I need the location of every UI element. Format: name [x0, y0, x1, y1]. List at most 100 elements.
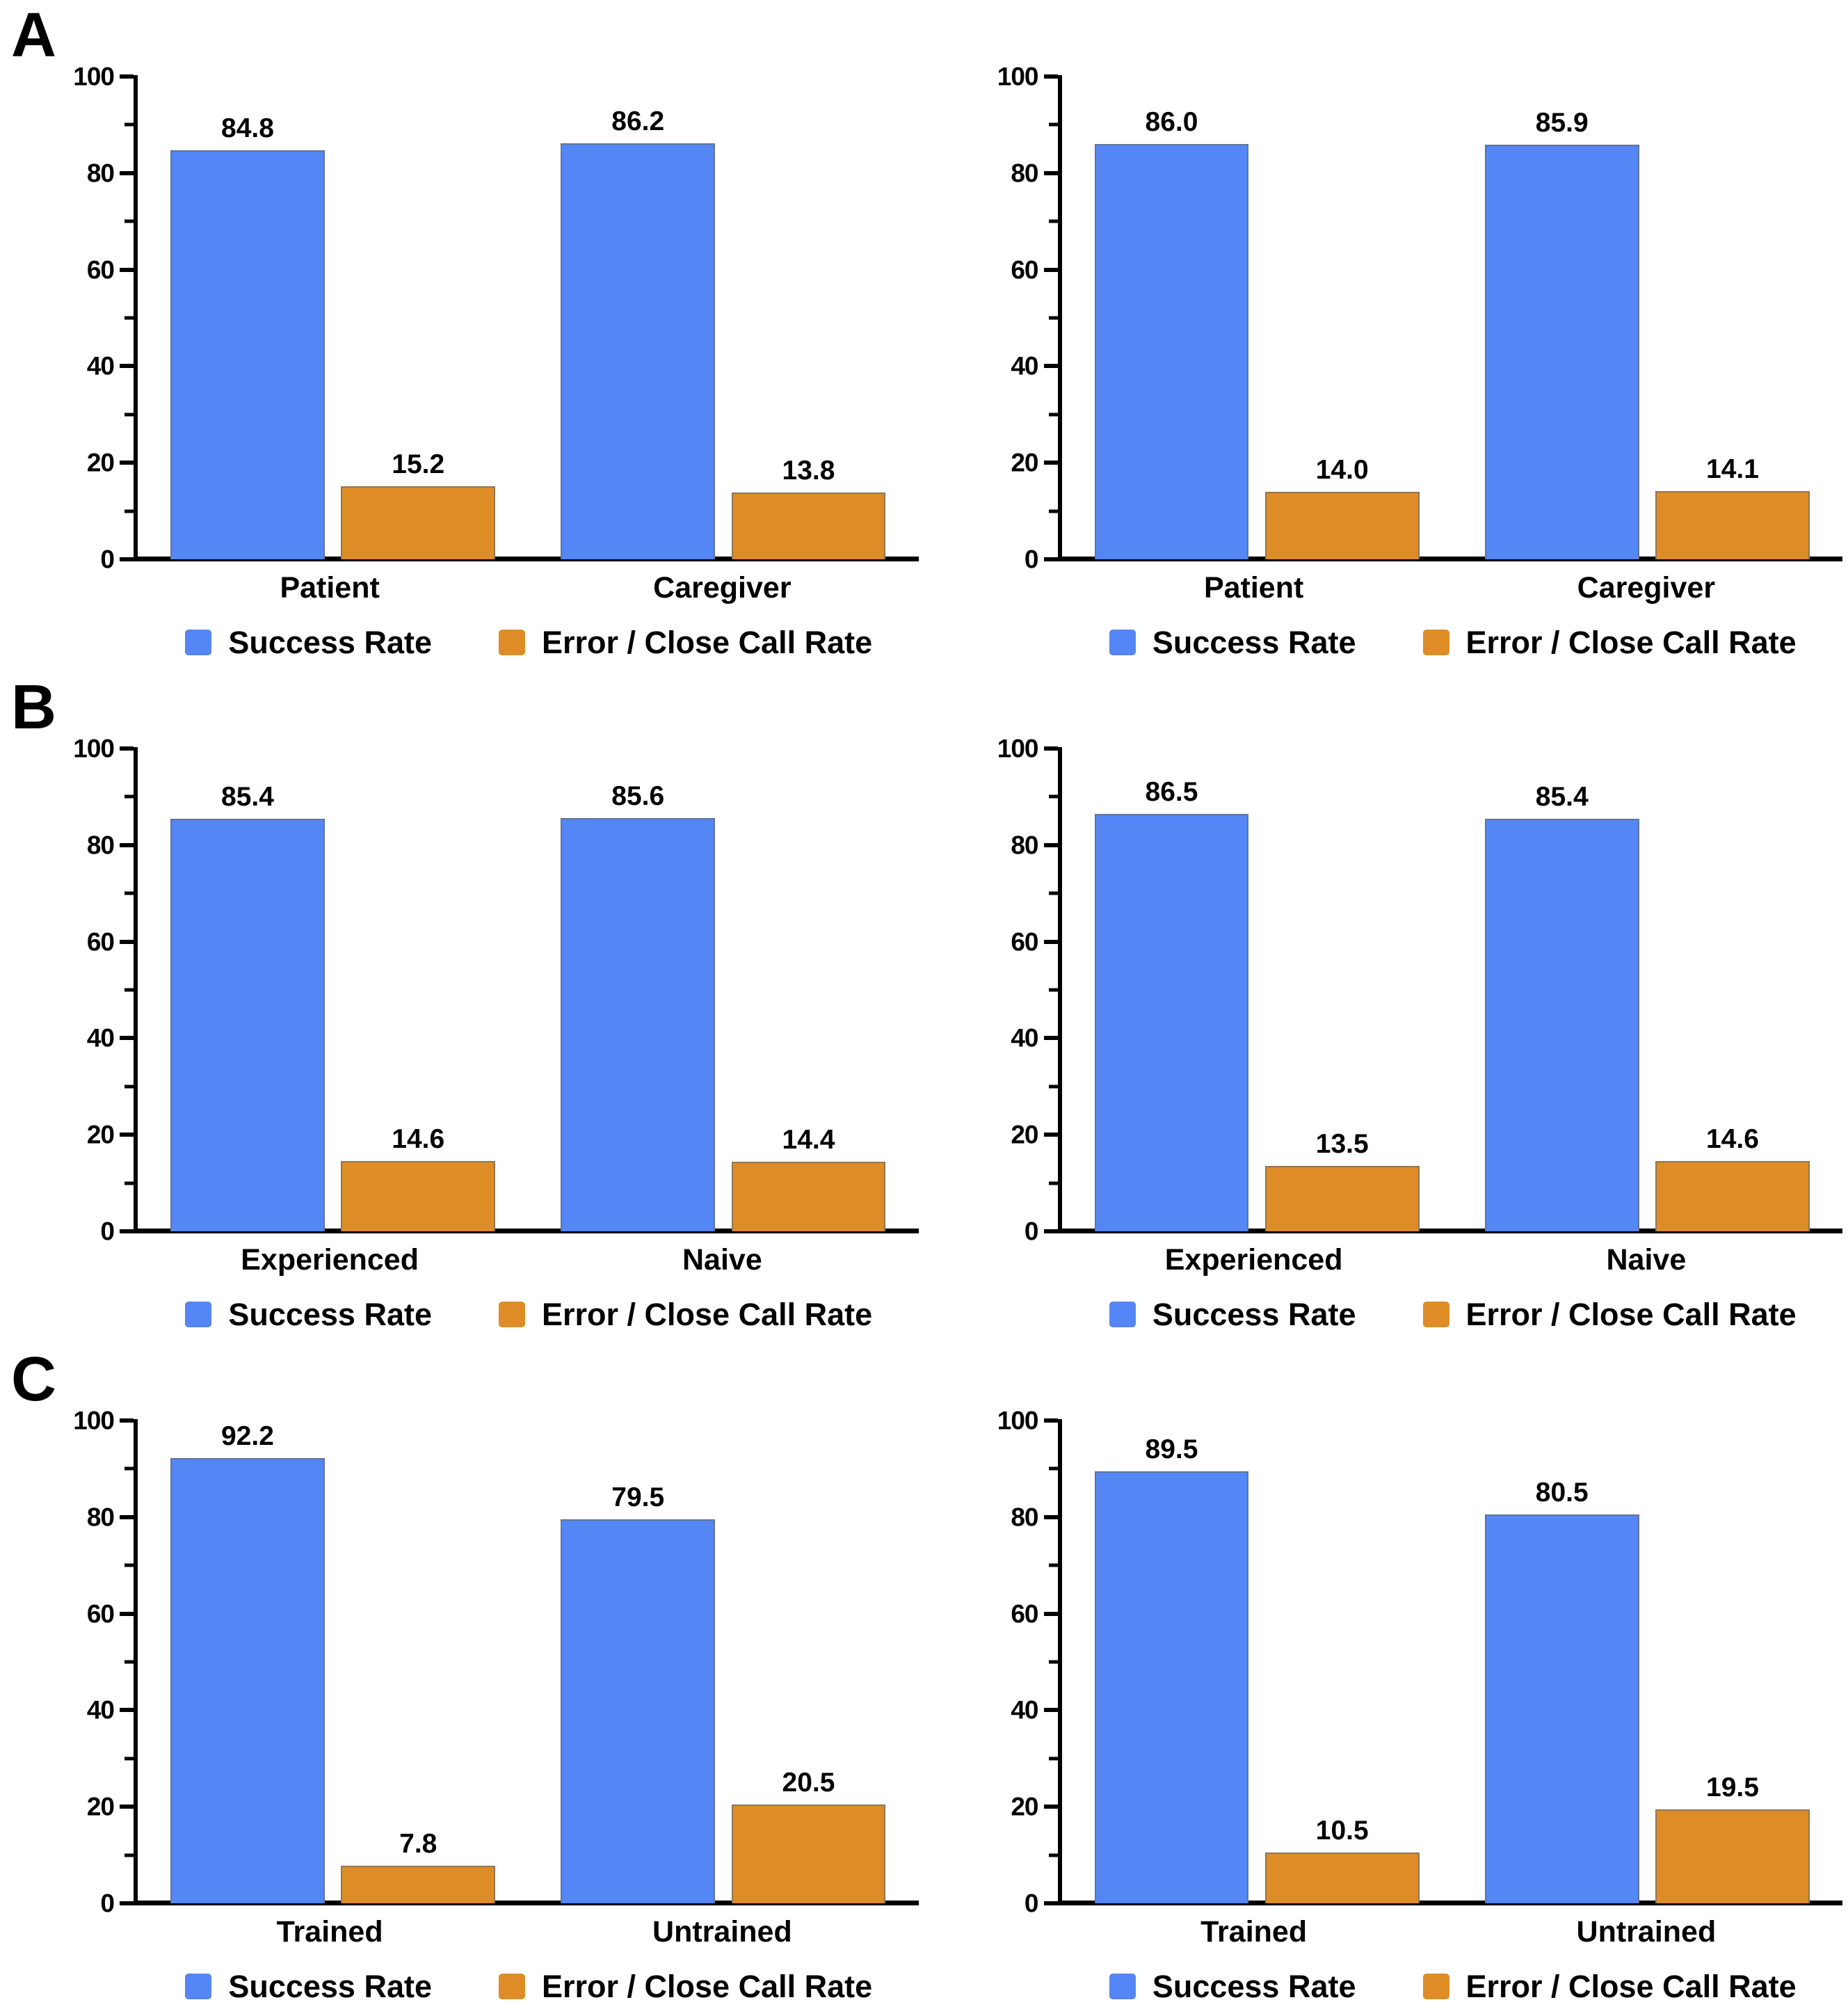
y-axis-line [134, 747, 138, 1231]
legend-swatch-success [1109, 1974, 1136, 2000]
error-rate-bar [1655, 1809, 1810, 1903]
y-axis-tick-label: 20 [1011, 448, 1038, 477]
y-axis-tick-label: 0 [100, 1217, 115, 1246]
bar-group: 85.9 14.1 [1452, 77, 1842, 559]
bar-value-label: 14.4 [782, 1125, 835, 1155]
x-axis-line [134, 1229, 919, 1233]
bar-slot: 14.1 [1655, 77, 1810, 559]
y-axis-tick-label: 60 [86, 927, 115, 957]
y-axis-minor-tick [124, 219, 134, 223]
bar-chart-C-left: 0 20 40 60 80 100 92.2 7.8 79.5 20.5 Trained Untrai… [0, 1408, 924, 2002]
y-axis-minor-tick [1048, 988, 1058, 992]
y-axis-tick-label: 100 [73, 62, 115, 91]
y-axis-tick-label: 40 [1011, 1023, 1038, 1053]
bar-value-label: 14.6 [392, 1123, 445, 1154]
legend: Success Rate Error / Close Call Rate [134, 1971, 924, 2002]
bar-slot: 13.8 [731, 77, 886, 559]
legend-swatch-success [185, 1302, 212, 1328]
y-axis-major-tick [1043, 1514, 1058, 1519]
y-axis-major-tick [1043, 557, 1058, 561]
y-axis-tick-label: 20 [86, 448, 115, 477]
bar-value-label: 86.2 [611, 106, 665, 136]
bar-slot: 19.5 [1655, 1421, 1810, 1903]
bar-slot: 86.0 [1094, 77, 1249, 559]
x-axis-line [134, 557, 919, 561]
y-axis-tick-label: 100 [73, 734, 115, 763]
legend-swatch-error [499, 1974, 525, 2000]
category-label: Caregiver [1577, 571, 1716, 605]
error-rate-bar [341, 1865, 496, 1903]
bar-value-label: 14.1 [1706, 454, 1759, 485]
bar-slot: 86.5 [1094, 749, 1249, 1231]
y-axis-minor-tick [1048, 794, 1058, 799]
bar-chart-A-right: 0 20 40 60 80 100 86.0 14.0 85.9 14.1 Patient Careg… [924, 64, 1848, 658]
y-axis-tick-label: 60 [86, 1599, 115, 1629]
y-axis-major-tick [1043, 1805, 1058, 1809]
y-axis-minor-tick [1048, 891, 1058, 895]
y-axis-major-tick [120, 1418, 134, 1423]
legend-label: Success Rate [1152, 1297, 1356, 1333]
bar-slot: 85.4 [170, 749, 325, 1231]
y-axis-line [1057, 747, 1062, 1231]
y-axis-major-tick [120, 1036, 134, 1041]
legend-label: Error / Close Call Rate [1465, 1969, 1797, 2005]
success-rate-bar [1484, 144, 1639, 559]
y-axis-tick-label: 100 [997, 1406, 1039, 1435]
panel-letter-B: B [11, 673, 56, 742]
category-label: Caregiver [653, 571, 792, 605]
success-rate-bar [561, 143, 716, 559]
category-labels: Trained Untrained [134, 1915, 919, 1949]
y-axis-minor-tick [1048, 1757, 1058, 1761]
y-axis-tick-label: 100 [997, 734, 1039, 763]
legend-swatch-success [1109, 630, 1136, 656]
y-axis-tick-label: 100 [997, 62, 1039, 91]
success-rate-bar [561, 1519, 716, 1903]
y-axis-minor-tick [1048, 316, 1058, 320]
category-label: Untrained [652, 1915, 792, 1949]
y-axis-minor-tick [1048, 1563, 1058, 1567]
legend: Success Rate Error / Close Call Rate [1058, 1971, 1848, 2002]
error-rate-bar [1264, 491, 1420, 559]
panel-B: B 0 20 40 60 80 100 85.4 14.6 85.6 14.4 Experienced… [0, 672, 1848, 1344]
success-rate-bar [170, 1458, 325, 1903]
category-label: Experienced [241, 1243, 419, 1277]
bar-slot: 92.2 [170, 1421, 325, 1903]
bar-group: 85.4 14.6 [1452, 749, 1842, 1231]
success-rate-bar [1484, 1514, 1639, 1903]
bar-value-label: 84.8 [221, 113, 274, 143]
panel-letter-C: C [11, 1345, 56, 1414]
y-axis-major-tick [120, 1901, 134, 1905]
bar-group: 84.8 15.2 [138, 77, 528, 559]
y-axis-major-tick [1043, 1611, 1058, 1616]
error-rate-bar [1264, 1853, 1420, 1903]
bar-chart-C-right: 0 20 40 60 80 100 89.5 10.5 80.5 19.5 Trained Untra… [924, 1408, 1848, 2002]
y-axis-tick-label: 0 [100, 545, 115, 574]
legend-label: Error / Close Call Rate [542, 1297, 873, 1333]
panel-A: A 0 20 40 60 80 100 84.8 15.2 86.2 13.8 Patient Care… [0, 0, 1848, 672]
legend-label: Error / Close Call Rate [542, 625, 873, 661]
success-rate-bar [1094, 813, 1249, 1231]
plot-area: 0 20 40 60 80 100 86.0 14.0 85.9 14.1 [997, 64, 1842, 573]
legend-label: Success Rate [228, 625, 432, 661]
legend-item-error: Error / Close Call Rate [1422, 1299, 1797, 1330]
bar-value-label: 85.4 [1535, 782, 1589, 813]
bar-slot: 10.5 [1264, 1421, 1420, 1903]
error-rate-bar [731, 493, 886, 559]
bar-value-label: 20.5 [782, 1767, 835, 1798]
y-axis-major-tick [1043, 1133, 1058, 1137]
y-axis-major-tick [1043, 1418, 1058, 1423]
bar-value-label: 79.5 [611, 1482, 665, 1513]
legend-label: Success Rate [228, 1297, 432, 1333]
y-axis-tick-label: 0 [1024, 1217, 1039, 1246]
bar-slot: 15.2 [341, 77, 496, 559]
error-rate-bar [731, 1162, 886, 1231]
y-axis-minor-tick [1048, 1181, 1058, 1185]
y-axis-minor-tick [124, 794, 134, 799]
y-axis-tick-label: 100 [73, 1406, 115, 1435]
y-axis-tick-label: 80 [1011, 159, 1038, 188]
y-axis-major-tick [120, 170, 134, 175]
y-axis-major-tick [120, 1133, 134, 1137]
error-rate-bar [1655, 1160, 1810, 1231]
legend-swatch-error [1422, 630, 1449, 656]
y-axis-tick-label: 80 [86, 1503, 115, 1532]
